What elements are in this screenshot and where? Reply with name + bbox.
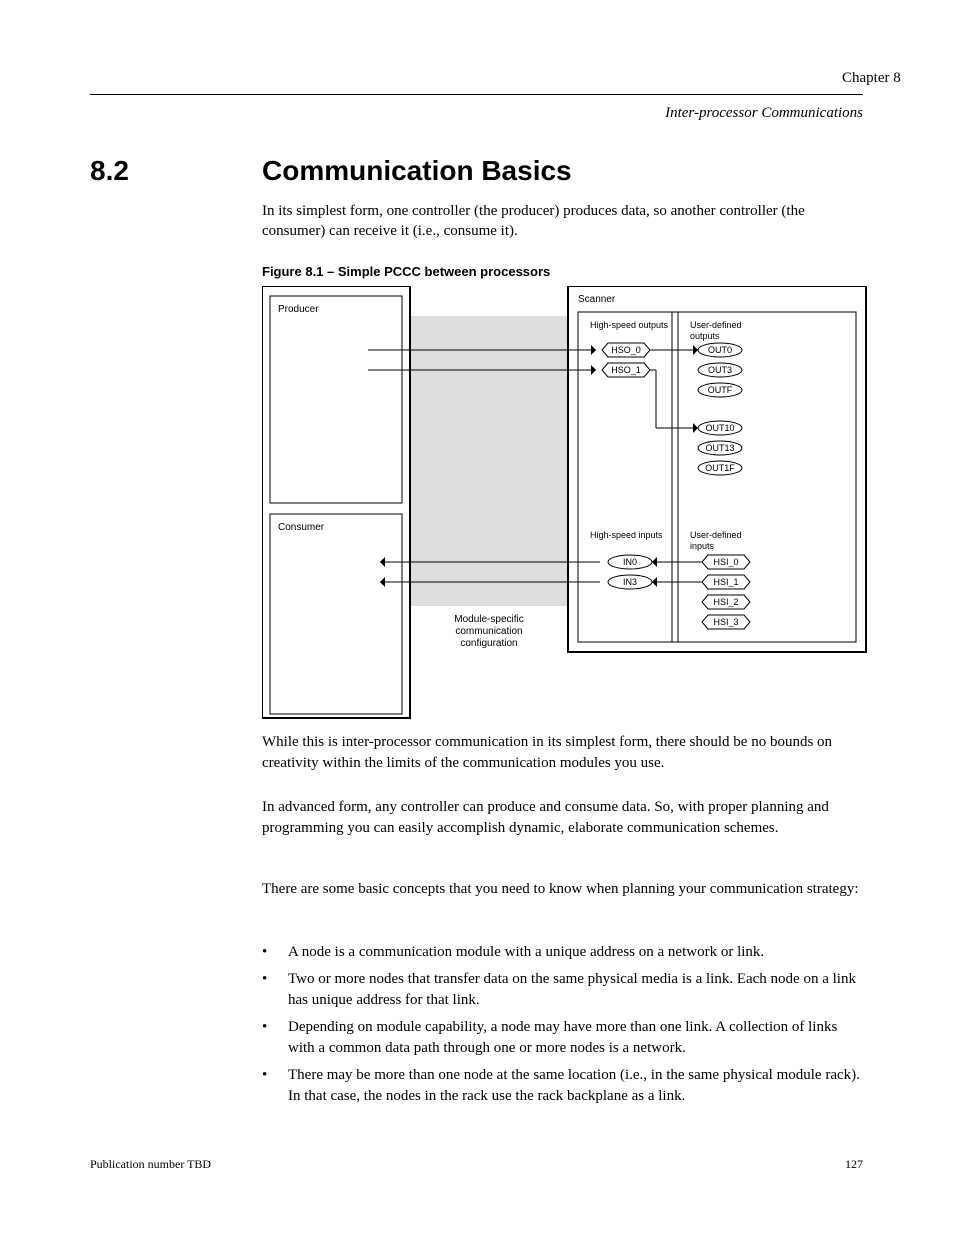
svg-text:HSO_1: HSO_1: [611, 365, 641, 375]
svg-text:OUT3: OUT3: [708, 365, 732, 375]
bullet-item: A node is a communication module with a …: [288, 942, 764, 963]
svg-text:High-speed inputs: High-speed inputs: [590, 530, 663, 540]
svg-text:Module-specific: Module-specific: [454, 614, 523, 625]
paragraph-after-figure-3: There are some basic concepts that you n…: [262, 879, 863, 900]
svg-text:User-defined: User-defined: [690, 320, 742, 330]
svg-text:OUTF: OUTF: [708, 385, 733, 395]
svg-text:Scanner: Scanner: [578, 294, 616, 305]
svg-text:Consumer: Consumer: [278, 522, 325, 533]
svg-text:High-speed outputs: High-speed outputs: [590, 320, 669, 330]
svg-text:OUT13: OUT13: [705, 443, 734, 453]
svg-text:IN3: IN3: [623, 577, 637, 587]
svg-text:HSI_3: HSI_3: [713, 617, 738, 627]
bullet-item: Depending on module capability, a node m…: [288, 1017, 863, 1059]
page-footer: Publication number TBD 127: [90, 1157, 863, 1172]
svg-text:configuration: configuration: [460, 638, 517, 649]
svg-text:User-defined: User-defined: [690, 530, 742, 540]
figure-title: Figure 8.1 – Simple PCCC between process…: [262, 264, 550, 279]
svg-text:HSI_1: HSI_1: [713, 577, 738, 587]
intro-paragraph: In its simplest form, one controller (th…: [262, 201, 863, 242]
chapter-number: Chapter 8: [842, 70, 901, 87]
svg-text:communication: communication: [455, 626, 522, 637]
svg-text:IN0: IN0: [623, 557, 637, 567]
paragraph-after-figure-1: While this is inter-processor communicat…: [262, 732, 863, 774]
header-rule: [90, 94, 863, 95]
bullet-list: •A node is a communication module with a…: [262, 942, 863, 1113]
svg-text:OUT1F: OUT1F: [705, 463, 735, 473]
svg-text:HSO_0: HSO_0: [611, 345, 641, 355]
svg-text:Producer: Producer: [278, 304, 319, 315]
svg-text:HSI_2: HSI_2: [713, 597, 738, 607]
section-title: Communication Basics: [262, 155, 572, 187]
chapter-title: Inter-processor Communications: [665, 105, 863, 122]
footer-publication: Publication number TBD: [90, 1157, 211, 1172]
figure-diagram: Module-specificcommunicationconfiguratio…: [262, 286, 867, 731]
section-number: 8.2: [90, 155, 129, 187]
svg-text:OUT10: OUT10: [705, 423, 734, 433]
bullet-item: There may be more than one node at the s…: [288, 1065, 863, 1107]
paragraph-after-figure-2: In advanced form, any controller can pro…: [262, 797, 863, 839]
svg-text:inputs: inputs: [690, 541, 715, 551]
svg-text:outputs: outputs: [690, 331, 720, 341]
bullet-item: Two or more nodes that transfer data on …: [288, 969, 863, 1011]
footer-page-number: 127: [845, 1157, 863, 1172]
svg-text:HSI_0: HSI_0: [713, 557, 738, 567]
svg-text:OUT0: OUT0: [708, 345, 732, 355]
